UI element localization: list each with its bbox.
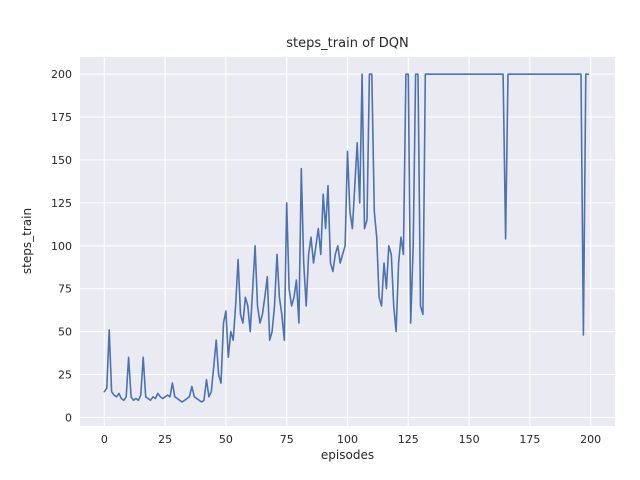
chart-title: steps_train of DQN bbox=[286, 36, 409, 51]
x-tick-label: 0 bbox=[101, 433, 108, 446]
y-tick-label: 25 bbox=[58, 369, 72, 382]
y-tick-label: 100 bbox=[51, 240, 72, 253]
y-tick-label: 125 bbox=[51, 197, 72, 210]
x-tick-label: 200 bbox=[580, 433, 601, 446]
y-tick-label: 0 bbox=[65, 411, 72, 424]
x-tick-label: 75 bbox=[280, 433, 294, 446]
data-line-steps-train bbox=[103, 73, 590, 403]
y-tick-label: 175 bbox=[51, 111, 72, 124]
x-axis-label: episodes bbox=[320, 448, 375, 462]
y-tick-label: 75 bbox=[58, 283, 72, 296]
x-tick-label: 50 bbox=[219, 433, 233, 446]
x-tick-label: 175 bbox=[519, 433, 540, 446]
x-tick-label: 100 bbox=[337, 433, 358, 446]
y-tick-label: 50 bbox=[58, 326, 72, 339]
x-tick-label: 125 bbox=[398, 433, 419, 446]
x-tick-label: 25 bbox=[158, 433, 172, 446]
y-tick-label: 150 bbox=[51, 154, 72, 167]
y-tick-label: 200 bbox=[51, 68, 72, 81]
x-tick-label: 150 bbox=[459, 433, 480, 446]
